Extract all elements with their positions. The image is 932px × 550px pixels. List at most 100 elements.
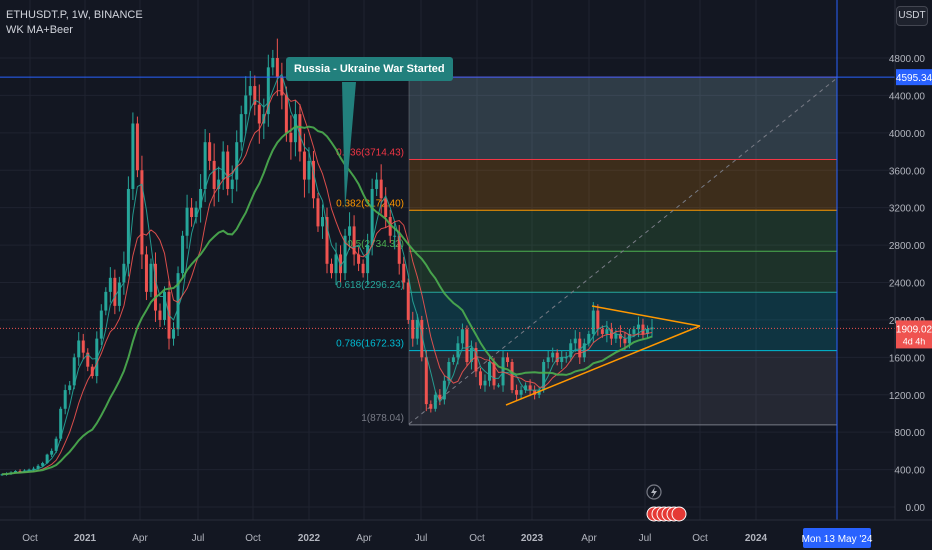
price-tick-label: 2400.00 xyxy=(889,279,926,290)
candle-body xyxy=(45,454,49,464)
candle-body xyxy=(388,217,392,236)
candle-body xyxy=(641,324,645,334)
candle-body xyxy=(524,385,528,391)
price-tick-label: 4400.00 xyxy=(889,91,926,102)
candle-body xyxy=(451,357,455,363)
candle-body xyxy=(275,58,279,77)
candle-body xyxy=(257,104,261,124)
candle-body xyxy=(149,263,153,292)
candle-body xyxy=(81,340,85,353)
price-axis[interactable]: 0.00400.00800.001200.001600.002000.00240… xyxy=(889,0,932,520)
moving-averages xyxy=(1,73,653,476)
triangle-pattern[interactable] xyxy=(505,305,701,406)
candle-body xyxy=(375,179,379,189)
candle-body xyxy=(27,469,31,471)
time-axis[interactable]: Oct 2021 Apr Jul Oct 2022 Apr Jul Oct 2023 Apr Jul O… xyxy=(0,519,932,548)
candle-body xyxy=(284,95,288,133)
fib-label: 0.618(2296.24) xyxy=(336,280,404,291)
candle-body xyxy=(569,343,573,358)
candle-body xyxy=(14,470,18,473)
candle-body xyxy=(397,235,401,264)
candle-body xyxy=(623,338,627,344)
candle-body xyxy=(596,310,600,330)
fib-zone xyxy=(409,210,837,252)
time-tick-label: Apr xyxy=(132,533,148,544)
candle-body xyxy=(144,254,148,292)
candle-body xyxy=(528,385,532,391)
candle-body xyxy=(126,188,130,264)
candle-body xyxy=(537,390,541,395)
candle-body xyxy=(343,235,347,274)
time-tick-label: Oct xyxy=(245,533,261,544)
crosshair-time-label: Mon 13 May '24 xyxy=(802,534,873,545)
candle-body xyxy=(497,385,501,387)
war-callout[interactable]: Russia - Ukraine War Started xyxy=(286,57,453,81)
candle-body xyxy=(357,254,361,264)
candle-body xyxy=(460,329,464,344)
candle-body xyxy=(379,179,383,199)
callout-tail xyxy=(342,82,356,210)
candle-body xyxy=(469,347,473,363)
candle-body xyxy=(618,333,622,339)
candle-body xyxy=(108,277,112,292)
time-tick-label: Jul xyxy=(639,533,652,544)
price-tick-label: 800.00 xyxy=(894,428,925,439)
currency-button[interactable]: USDT xyxy=(896,6,928,26)
price-tick-label: 1600.00 xyxy=(889,353,926,364)
candle-body xyxy=(420,319,424,358)
ma-line-8 xyxy=(1,90,653,475)
candle-body xyxy=(244,95,248,115)
time-tick-label: 2022 xyxy=(298,533,321,544)
candle-body xyxy=(289,132,293,143)
candle-body xyxy=(406,282,410,320)
candle-body xyxy=(163,291,166,320)
candle-body xyxy=(253,86,257,105)
candle-body xyxy=(63,390,67,409)
candle-body xyxy=(582,343,586,358)
price-tick-label: 0.00 xyxy=(906,503,926,514)
candle-body xyxy=(181,235,185,274)
symbol-label[interactable]: ETHUSDT.P, 1W, BINANCE xyxy=(6,9,143,21)
candle-body xyxy=(68,385,72,391)
candle-body xyxy=(483,380,487,386)
callout-pointer xyxy=(342,82,356,210)
candle-body xyxy=(501,357,505,386)
candle-body xyxy=(86,352,90,367)
candle-body xyxy=(302,151,306,180)
candle-body xyxy=(339,254,343,274)
candle-body xyxy=(194,207,198,218)
candle-body xyxy=(320,217,324,227)
price-tick-label: 400.00 xyxy=(894,466,925,477)
candle-body xyxy=(533,390,537,395)
event-markers[interactable] xyxy=(646,484,687,522)
crosshair-price-label: 4595.34 xyxy=(896,73,932,84)
candle-body xyxy=(334,254,338,274)
candle-body xyxy=(438,394,442,400)
lightning-icon xyxy=(646,484,662,500)
candle-body xyxy=(636,324,640,330)
fib-zone xyxy=(409,251,837,293)
candle-body xyxy=(221,151,225,180)
candle-body xyxy=(348,226,352,236)
candle-body xyxy=(266,67,270,115)
candle-body xyxy=(239,114,243,143)
fib-label: 0.786(1672.33) xyxy=(336,339,404,350)
chart-legend: ETHUSDT.P, 1W, BINANCE WK MA+Beer xyxy=(6,8,143,38)
indicator-label[interactable]: WK MA+Beer xyxy=(6,24,73,36)
candle-body xyxy=(605,329,609,334)
candle-body xyxy=(402,263,406,283)
candle-body xyxy=(456,343,460,358)
candle-body xyxy=(393,235,397,237)
fibonacci-retracement[interactable]: 0.236(3714.43) 0.382(3172.40) 0.5(2734.32)… xyxy=(336,76,837,426)
candle-body xyxy=(203,142,207,189)
price-tick-label: 1200.00 xyxy=(889,391,926,402)
candle-body xyxy=(465,329,469,363)
candle-body xyxy=(564,357,568,359)
price-tick-label: 4000.00 xyxy=(889,129,926,140)
candle-body xyxy=(172,329,176,339)
time-tick-label: Apr xyxy=(581,533,597,544)
candle-body xyxy=(185,207,189,236)
fib-zone xyxy=(409,350,837,425)
candle-body xyxy=(442,380,446,400)
